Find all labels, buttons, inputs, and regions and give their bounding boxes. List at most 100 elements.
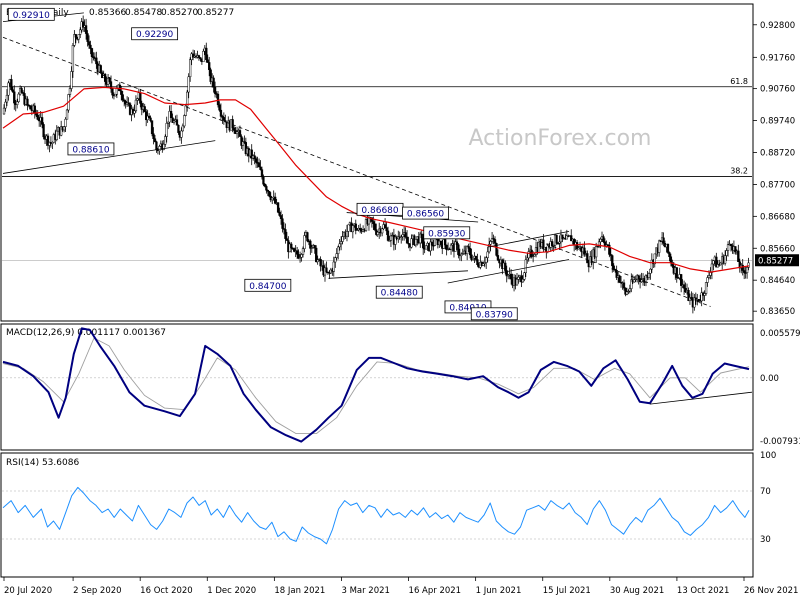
candle-body (386, 230, 390, 241)
candle-body (485, 257, 488, 263)
candle-body (21, 92, 25, 94)
candle-body (310, 247, 313, 249)
candle-body (599, 238, 602, 243)
candle-body (551, 241, 554, 246)
candle-body (729, 243, 733, 247)
candle-body (737, 250, 740, 262)
candle-body (650, 259, 653, 270)
candle-body (26, 98, 29, 106)
candle-body (419, 233, 422, 244)
candle-body (637, 275, 640, 279)
rsi-tick-label: 30 (760, 535, 771, 545)
price-layer: 61.8 38.2 0.92910 0.92290 0.88610 0.84700 0.86… (2, 7, 752, 320)
candle-body (4, 101, 7, 109)
candle-body (221, 116, 224, 118)
candle-body (199, 57, 202, 60)
candle-body (271, 197, 274, 201)
candle-body (158, 146, 161, 152)
candle-body (235, 131, 239, 135)
candle-body (493, 239, 497, 244)
candle-body (213, 86, 217, 94)
candle-body (260, 169, 264, 178)
candle-body (649, 268, 652, 274)
candle-body (184, 105, 187, 116)
candle-body (444, 239, 447, 246)
x-tick-label: 16 Apr 2021 (409, 586, 462, 596)
candle-body (594, 246, 598, 258)
candle-body (687, 290, 690, 301)
candle-body (680, 274, 683, 286)
candle-body (89, 44, 92, 49)
candle-body (46, 135, 50, 146)
candle-body (364, 219, 368, 231)
annotation-label: 0.83790 (476, 310, 513, 320)
candle-body (13, 91, 16, 104)
annotation-box (244, 278, 292, 292)
x-tick-label: 26 Nov 2021 (744, 586, 798, 596)
candle-body (640, 279, 643, 283)
candle-body (40, 117, 44, 125)
candle-body (424, 245, 428, 250)
candle-body (455, 241, 459, 246)
candle-body (29, 105, 32, 110)
candle-body (84, 25, 88, 34)
ohlc-low: 0.85270 (161, 8, 198, 18)
candle-body (183, 115, 186, 127)
macd-layer (2, 327, 753, 443)
candle-body (33, 105, 36, 114)
candle-body (460, 253, 463, 257)
x-tick-label: 13 Oct 2021 (677, 586, 730, 596)
candle-body (370, 217, 374, 222)
candle-body (509, 273, 513, 280)
candle-body (523, 272, 526, 280)
candle-body (222, 117, 226, 121)
candle-body (703, 293, 706, 296)
candle-body (712, 260, 715, 265)
candle-body (165, 123, 168, 137)
candle-body (439, 240, 442, 245)
candle-body (315, 247, 318, 263)
candle-body (719, 262, 722, 266)
candle-body (74, 34, 77, 38)
candle-body (561, 234, 564, 240)
candle-body (400, 236, 403, 238)
candle-body (381, 228, 384, 234)
price-tick-label: 0.91760 (760, 53, 795, 63)
candle-body (615, 269, 618, 278)
candle-body (197, 55, 201, 58)
candle-body (219, 109, 223, 117)
candle-body (109, 81, 113, 90)
candle-body (586, 253, 589, 264)
x-tick-label: 20 Jul 2020 (4, 586, 52, 596)
candle-body (209, 69, 212, 82)
watermark: ActionForex.com (469, 126, 652, 151)
candle-body (167, 121, 170, 124)
candle-body (216, 93, 220, 106)
candle-body (693, 297, 696, 308)
candle-body (707, 275, 711, 278)
candle-body (630, 279, 633, 289)
candle-body (474, 255, 478, 260)
candle-body (710, 263, 714, 273)
x-tick-label: 16 Oct 2020 (140, 586, 193, 596)
candle-body (520, 275, 523, 283)
rsi-layer (2, 486, 752, 545)
candle-body (555, 234, 558, 244)
candle-body (483, 262, 486, 264)
candle-body (133, 110, 136, 114)
candle-body (282, 228, 286, 230)
candle-body (339, 241, 343, 245)
candle-body (155, 141, 158, 150)
candle-body (570, 235, 573, 242)
candle-body (191, 53, 195, 58)
candle-body (505, 270, 508, 277)
candle-body (709, 272, 712, 276)
candle-body (596, 246, 599, 248)
candle-body (492, 238, 495, 240)
candle-body (244, 142, 247, 155)
candle-body (486, 251, 489, 258)
annotation-label: 0.92290 (136, 30, 173, 40)
candle-body (628, 288, 632, 292)
x-tick-label: 1 Dec 2020 (207, 586, 256, 596)
